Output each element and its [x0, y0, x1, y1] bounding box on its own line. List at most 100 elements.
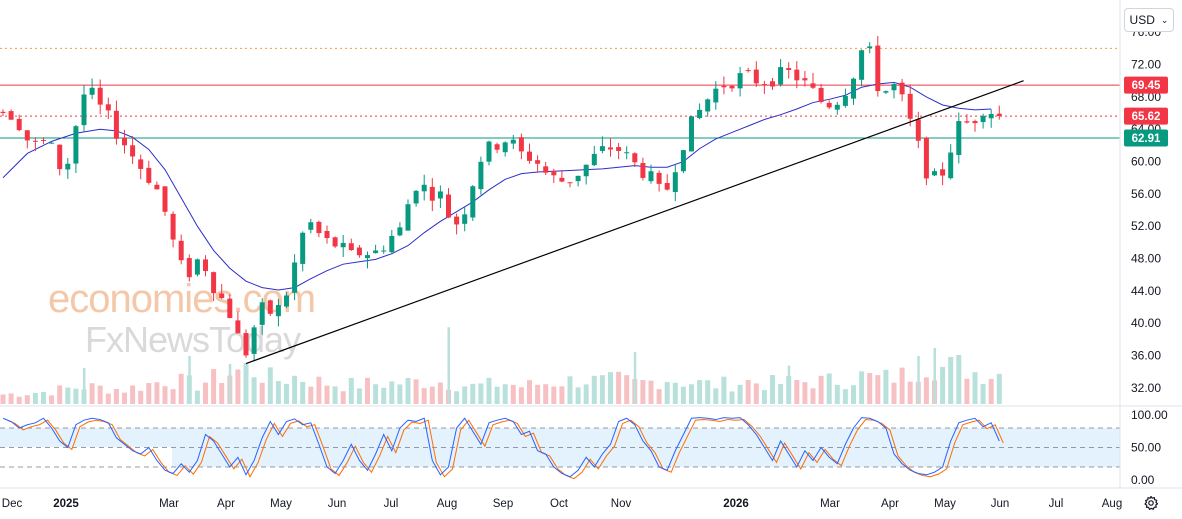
time-tick-label: Aug — [1102, 498, 1122, 510]
volume-bar — [664, 382, 670, 404]
candle-body — [413, 190, 419, 204]
time-axis[interactable]: Dec 2025 Mar Apr May Jun Jul Aug Sep Oct Nov 2026 Ma… — [2, 498, 1122, 510]
moving-average-line — [2, 81, 992, 291]
volume-bar — [243, 363, 249, 404]
volume-bar — [891, 382, 897, 404]
candle-body — [778, 67, 784, 85]
candle-body — [454, 216, 460, 225]
volume-bar — [122, 392, 127, 404]
candle-body — [875, 45, 881, 92]
volume-bar — [259, 382, 265, 404]
volume-bar — [899, 367, 905, 404]
volume-bar — [697, 380, 703, 404]
candle-body — [575, 175, 581, 182]
stochastic-tick-label: 0.00 — [1131, 473, 1155, 487]
volume-bar — [429, 386, 435, 404]
volume-bar — [170, 389, 176, 404]
candle-body — [972, 121, 978, 124]
candle-body — [0, 111, 6, 114]
volume-bar — [211, 369, 217, 404]
candle-body — [24, 130, 30, 141]
currency-button[interactable]: USD ⌄ — [1124, 8, 1174, 32]
candle-body — [599, 146, 605, 151]
candle-body — [284, 295, 289, 307]
currency-label: USD — [1129, 13, 1155, 27]
ma-layer — [2, 81, 992, 291]
candle-body — [567, 182, 573, 184]
volume-bar — [923, 377, 929, 404]
candle-body — [356, 247, 362, 256]
level-tag-label: 65.62 — [1132, 111, 1161, 123]
candle-body — [316, 221, 322, 234]
volume-bar — [105, 393, 111, 404]
volume-bar — [753, 383, 759, 404]
candle-body — [988, 114, 994, 119]
volume-bar — [624, 375, 630, 404]
price-tick-label: 40.00 — [1131, 316, 1161, 330]
watermark: economies.com FxNewsToday — [48, 277, 316, 360]
volume-bar — [138, 390, 144, 404]
candle-body — [745, 70, 751, 72]
volume-spike — [83, 368, 86, 404]
candle-body — [583, 164, 589, 177]
candle-body — [186, 258, 192, 278]
time-tick-label: Nov — [611, 498, 632, 510]
candle-body — [940, 169, 946, 176]
volume-bar — [437, 382, 443, 404]
candle-body — [956, 121, 962, 155]
candle-body — [32, 140, 38, 142]
candle-body — [462, 214, 468, 224]
candle-body — [632, 153, 638, 163]
volume-bar — [275, 381, 281, 404]
candle-body — [842, 95, 848, 106]
volume-bar — [956, 355, 962, 404]
candle-body — [437, 191, 443, 199]
stochastic-axis: 100.00 50.00 0.00 — [1131, 408, 1168, 487]
candle-body — [899, 82, 905, 95]
volume-bar — [713, 388, 719, 404]
candle-body — [73, 126, 79, 164]
candle-body — [194, 259, 200, 275]
candle-body — [122, 137, 127, 146]
candle-body — [81, 94, 87, 126]
candle-body — [227, 298, 233, 319]
volume-spike — [787, 365, 791, 404]
volume-bar — [421, 388, 427, 404]
candle-body — [49, 142, 55, 144]
candle-body — [851, 78, 856, 99]
candle-body — [405, 204, 411, 231]
volume-bar — [818, 375, 824, 404]
volume-bar — [689, 384, 694, 404]
time-tick-label: Jun — [328, 498, 347, 510]
candle-body — [397, 227, 403, 236]
candle-body — [624, 152, 630, 154]
candle-body — [518, 137, 524, 152]
settings-button[interactable] — [1140, 492, 1162, 514]
volume-bar — [356, 388, 362, 404]
candle-body — [138, 159, 144, 169]
volume-bar — [559, 386, 565, 404]
volume-bar — [41, 391, 46, 404]
volume-bar — [470, 383, 476, 404]
candle-body — [729, 85, 735, 89]
candle-body — [57, 144, 63, 170]
stochastic-k-line — [2, 417, 1000, 478]
volume-bar — [551, 386, 557, 404]
volume-bar — [389, 381, 395, 404]
volume-bar — [146, 383, 152, 404]
volume-bar — [988, 378, 994, 404]
volume-bar — [737, 384, 743, 404]
volume-bar — [875, 375, 881, 404]
candle-body — [680, 150, 686, 172]
candle-body — [818, 87, 824, 102]
time-tick-label: May — [270, 498, 292, 510]
volume-spike — [933, 348, 936, 404]
volume-bar — [178, 373, 184, 404]
volume-bar — [591, 375, 597, 404]
candle-body — [923, 137, 929, 179]
volume-bar — [543, 384, 549, 404]
candle-body — [648, 171, 654, 182]
candle-body — [243, 333, 249, 356]
candle-body — [211, 272, 217, 294]
price-tick-label: 32.00 — [1131, 381, 1161, 395]
